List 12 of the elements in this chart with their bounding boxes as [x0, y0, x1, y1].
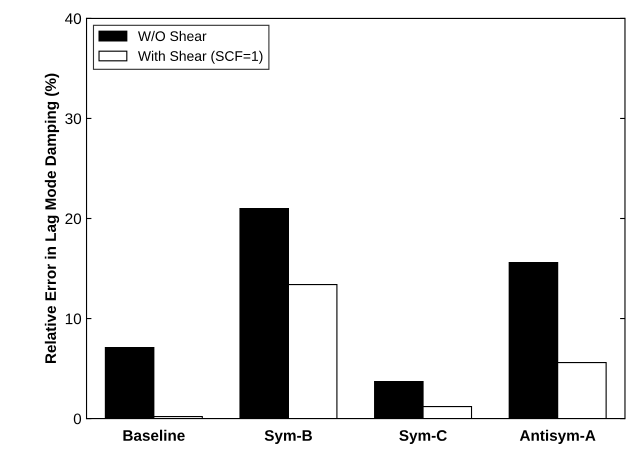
legend-label: With Shear (SCF=1) [138, 50, 262, 64]
y-tick-label: 40 [65, 13, 82, 24]
y-tick-label: 20 [65, 213, 82, 224]
legend-label: W/O Shear [138, 30, 206, 42]
x-tick-label: Sym-B [264, 430, 312, 444]
x-tick-label: Antisym-A [520, 430, 596, 444]
y-tick-label: 10 [66, 313, 82, 324]
y-axis-title: Relative Error in Lag Mode Damping (%) [44, 74, 60, 364]
y-tick-label: 30 [65, 113, 82, 124]
y-tick-label: 0 [74, 413, 82, 424]
x-tick-label: Sym-C [399, 430, 447, 444]
x-tick-label: Baseline [123, 430, 185, 441]
